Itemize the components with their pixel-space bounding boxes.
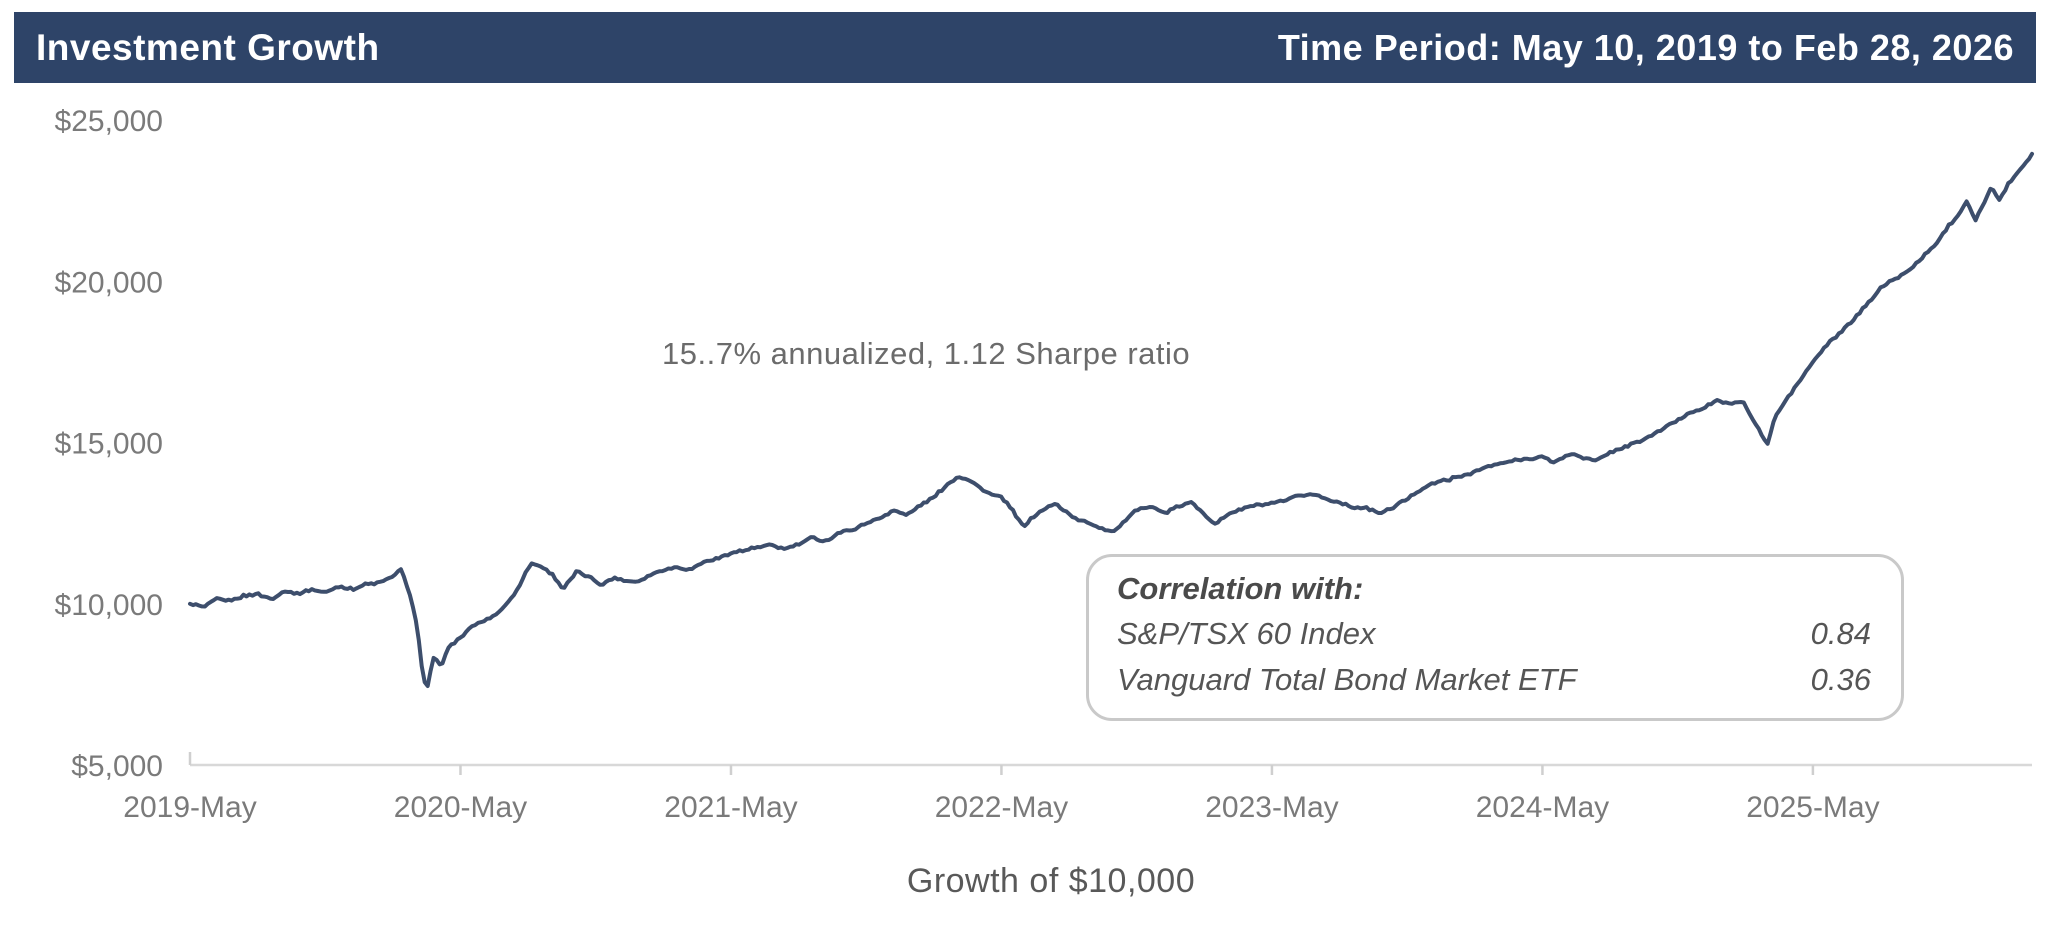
y-axis-tick-label: $20,000 (55, 266, 163, 299)
correlation-asset-name: Vanguard Total Bond Market ETF (1117, 661, 1577, 697)
header-bar: Investment Growth Time Period: May 10, 2… (14, 12, 2036, 83)
x-axis-labels: 2019-May 2020-May 2021-May 2022-May 2023-May… (123, 791, 1879, 824)
x-axis-tick-label: 2025-May (1746, 791, 1879, 824)
correlation-box-title: Correlation with: (1117, 571, 1364, 606)
chart-caption: Growth of $10,000 (906, 862, 1196, 900)
correlation-box: Correlation with: S&P/TSX 60 Index 0.84 … (1086, 554, 1904, 721)
x-axis-tick-label: 2019-May (123, 791, 256, 824)
x-axis-tick-label: 2020-May (394, 791, 527, 824)
x-axis-tick-label: 2021-May (664, 791, 797, 824)
performance-annotation: 15..7% annualized, 1.12 Sharpe ratio (662, 336, 1191, 371)
y-axis-labels: $5,000 $10,000 $15,000 $20,000 $25,000 (55, 105, 163, 783)
x-axis-tick-label: 2023-May (1205, 791, 1338, 824)
correlation-value: 0.36 (1810, 661, 1871, 697)
x-axis-tick-label: 2024-May (1476, 791, 1609, 824)
correlation-value: 0.84 (1810, 616, 1871, 651)
page-title: Investment Growth (36, 26, 380, 68)
portfolio-growth-line (188, 151, 2034, 688)
correlation-asset-name: S&P/TSX 60 Index (1117, 616, 1376, 651)
x-axis (188, 752, 2032, 775)
correlation-row: S&P/TSX 60 Index 0.84 (1117, 615, 1871, 654)
growth-line-chart: $5,000 $10,000 $15,000 $20,000 $25,000 2019-… (55, 105, 2034, 824)
x-axis-tick-label: 2022-May (935, 791, 1068, 824)
correlation-row: Vanguard Total Bond Market ETF 0.36 (1117, 661, 1871, 700)
y-axis-tick-label: $10,000 (55, 589, 163, 622)
time-period-label: Time Period: May 10, 2019 to Feb 28, 202… (1277, 26, 2014, 68)
y-axis-tick-label: $15,000 (55, 428, 163, 461)
y-axis-tick-label: $5,000 (71, 750, 163, 783)
y-axis-tick-label: $25,000 (55, 105, 163, 138)
